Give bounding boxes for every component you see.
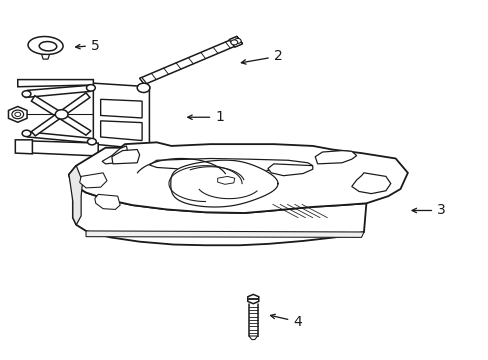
Text: 4: 4 (270, 314, 302, 329)
Polygon shape (41, 54, 49, 59)
Polygon shape (149, 158, 312, 171)
Polygon shape (86, 231, 363, 237)
Polygon shape (229, 36, 242, 47)
Polygon shape (8, 107, 27, 122)
Circle shape (230, 40, 237, 45)
Polygon shape (18, 140, 98, 156)
Circle shape (22, 130, 31, 136)
Text: 5: 5 (76, 39, 100, 53)
Polygon shape (236, 36, 242, 44)
Polygon shape (69, 166, 82, 225)
Polygon shape (31, 96, 91, 135)
Circle shape (86, 85, 95, 91)
Polygon shape (101, 99, 142, 118)
Polygon shape (315, 150, 356, 164)
Polygon shape (101, 121, 142, 140)
Text: 1: 1 (187, 110, 224, 124)
Circle shape (12, 110, 23, 119)
Text: 2: 2 (241, 49, 282, 64)
Polygon shape (18, 80, 93, 87)
Polygon shape (25, 132, 93, 143)
Polygon shape (267, 164, 312, 176)
Text: 3: 3 (411, 203, 445, 217)
Circle shape (234, 39, 241, 44)
Polygon shape (69, 166, 366, 245)
Polygon shape (69, 142, 407, 213)
Polygon shape (95, 194, 120, 210)
Circle shape (55, 110, 68, 119)
Circle shape (22, 91, 31, 97)
Polygon shape (25, 85, 93, 98)
Polygon shape (80, 173, 107, 188)
Polygon shape (217, 176, 234, 184)
Polygon shape (247, 294, 258, 304)
Ellipse shape (28, 36, 63, 54)
Polygon shape (248, 336, 257, 339)
Polygon shape (170, 160, 278, 207)
Ellipse shape (39, 41, 57, 51)
Circle shape (87, 138, 96, 145)
Polygon shape (140, 77, 146, 85)
Polygon shape (140, 37, 242, 85)
Polygon shape (31, 93, 90, 136)
Polygon shape (112, 149, 140, 164)
Circle shape (15, 112, 20, 117)
Polygon shape (15, 140, 32, 154)
Circle shape (137, 83, 150, 93)
Polygon shape (102, 146, 127, 164)
Polygon shape (351, 173, 390, 194)
Polygon shape (93, 83, 149, 149)
